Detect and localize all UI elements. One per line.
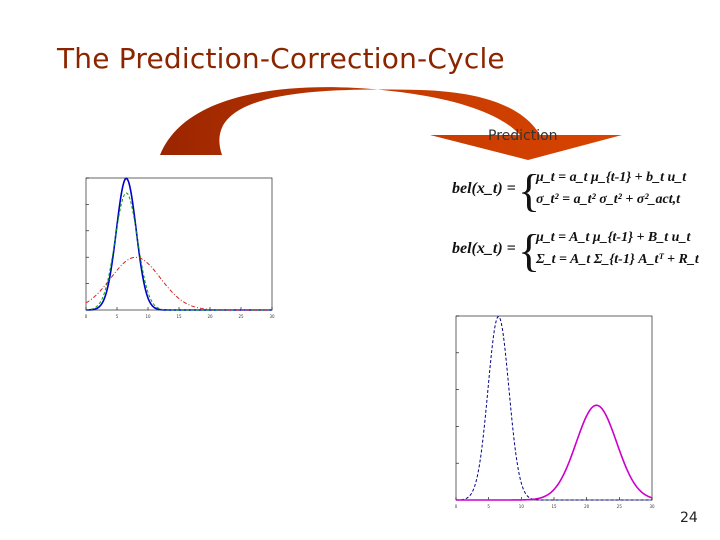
scalar-line2: σ_t² = a_t² σ_t² + σ²_act,t <box>536 192 681 207</box>
x-tick-label: 20 <box>584 504 590 509</box>
scalar-lhs: bel(x_t) = <box>452 180 516 197</box>
x-tick-label: 5 <box>116 314 119 319</box>
x-tick-label: 0 <box>455 504 458 509</box>
gaussian-curve <box>456 404 653 501</box>
matrix-brace: { <box>518 225 541 276</box>
x-tick-label: 15 <box>551 504 557 509</box>
x-tick-label: 0 <box>85 314 88 319</box>
matrix-line2: Σ_t = A_t Σ_{t-1} A_tᵀ + R_t <box>536 252 699 267</box>
prediction-equations: bel(x_t) = { μ_t = a_t μ_{t-1} + b_t u_t… <box>452 165 699 278</box>
x-tick-label: 20 <box>207 314 213 319</box>
x-tick-label: 25 <box>617 504 623 509</box>
left-gaussian-chart: 0 5 10 15 20 25 30 <box>85 177 275 319</box>
x-tick-label: 30 <box>269 314 275 319</box>
x-tick-label: 10 <box>519 504 525 509</box>
gaussian-curve <box>85 192 272 311</box>
page-number: 24 <box>680 510 698 526</box>
x-tick-label: 30 <box>649 504 655 509</box>
matrix-line1: μ_t = A_t μ_{t-1} + B_t u_t <box>536 230 691 245</box>
gaussian-curve <box>455 316 652 501</box>
scalar-line1: μ_t = a_t μ_{t-1} + b_t u_t <box>536 170 687 185</box>
x-tick-label: 5 <box>487 504 490 509</box>
right-gaussian-chart: 0 5 10 15 20 25 30 <box>455 315 655 509</box>
x-tick-label: 10 <box>145 314 151 319</box>
x-tick-label: 15 <box>176 314 182 319</box>
x-tick-label: 25 <box>238 314 244 319</box>
arrow-shape <box>160 87 622 160</box>
scalar-brace: { <box>518 165 541 216</box>
plot-frame <box>455 315 653 501</box>
matrix-lhs: bel(x_t) = <box>452 240 516 257</box>
prediction-label: Prediction <box>488 128 558 144</box>
slide-title: The Prediction-Correction-Cycle <box>57 42 505 75</box>
gaussian-curve <box>85 256 272 311</box>
